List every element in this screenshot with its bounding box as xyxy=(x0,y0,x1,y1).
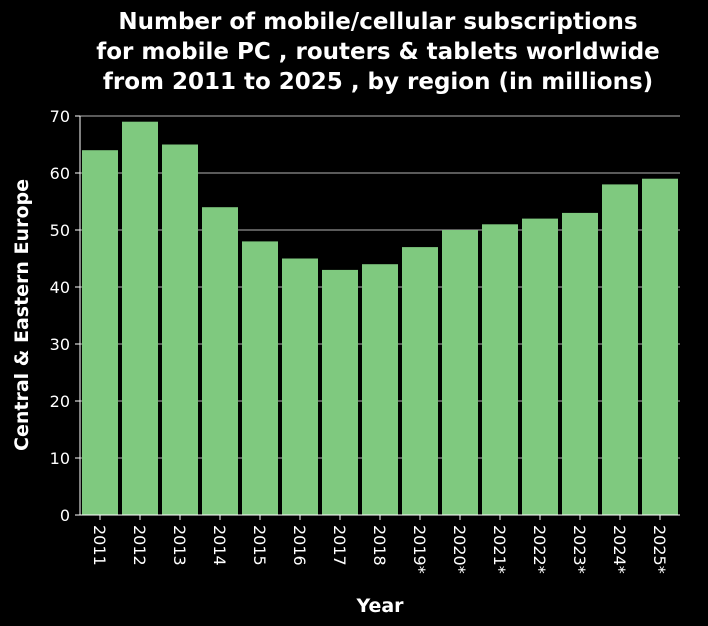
bar-2014 xyxy=(202,207,238,515)
bars xyxy=(82,121,678,516)
x-tick-label: 2019* xyxy=(410,525,429,574)
x-tick-label: 2012 xyxy=(130,525,149,566)
x-tick-label: 2022* xyxy=(530,525,549,574)
chart-title-line-2: for mobile PC , routers & tablets worldw… xyxy=(96,39,660,65)
x-tick-label: 2013 xyxy=(170,525,189,566)
bar-2020-projected xyxy=(442,230,478,515)
y-tick-label: 70 xyxy=(50,107,70,126)
bar-2015 xyxy=(242,241,278,515)
x-tick-label: 2021* xyxy=(490,525,509,574)
chart-title-line-1: Number of mobile/cellular subscriptions xyxy=(118,9,637,35)
x-axis-ticks: 2011 2012 2013 2014 2015 2016 2017 2018 2019* 202… xyxy=(90,515,669,574)
bar-2012 xyxy=(122,121,158,515)
x-tick-label: 2020* xyxy=(450,525,469,574)
x-tick-label: 2023* xyxy=(570,525,589,574)
bar-2023-projected xyxy=(562,212,598,515)
bar-2018 xyxy=(362,264,398,515)
x-tick-label: 2011 xyxy=(90,525,109,566)
bar-2011 xyxy=(82,150,118,515)
y-axis-label: Central & Eastern Europe xyxy=(11,179,33,451)
bar-2022-projected xyxy=(522,218,558,515)
y-tick-label: 20 xyxy=(50,392,70,411)
x-axis-label: Year xyxy=(355,595,404,617)
bar-2017 xyxy=(322,269,358,515)
bar-2021-projected xyxy=(482,224,518,516)
bar-2019-projected xyxy=(402,247,438,515)
y-tick-label: 50 xyxy=(50,221,70,240)
chart-title-line-3: from 2011 to 2025 , by region (in millio… xyxy=(103,69,653,95)
y-tick-label: 60 xyxy=(50,164,70,183)
x-tick-label: 2025* xyxy=(650,525,669,574)
bar-2013 xyxy=(162,144,198,515)
x-tick-label: 2016 xyxy=(290,525,309,566)
y-axis-ticks: 0 10 20 30 40 50 60 70 xyxy=(50,107,80,525)
y-tick-label: 10 xyxy=(50,449,70,468)
x-tick-label: 2017 xyxy=(330,525,349,566)
y-tick-label: 0 xyxy=(60,506,70,525)
y-tick-label: 40 xyxy=(50,278,70,297)
x-tick-label: 2024* xyxy=(610,525,629,574)
x-tick-label: 2015 xyxy=(250,525,269,566)
bar-2024-projected xyxy=(602,184,638,515)
bar-2016 xyxy=(282,258,318,515)
y-tick-label: 30 xyxy=(50,335,70,354)
x-tick-label: 2014 xyxy=(210,525,229,566)
x-tick-label: 2018 xyxy=(370,525,389,566)
bar-2025-projected xyxy=(642,178,678,515)
